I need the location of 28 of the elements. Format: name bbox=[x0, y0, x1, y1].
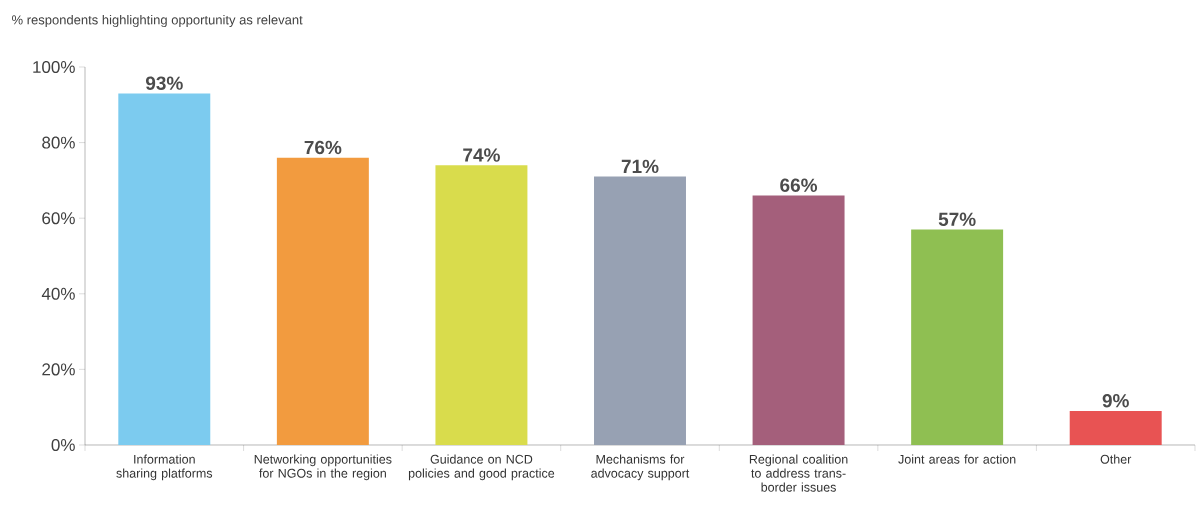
data-label: 9% bbox=[1102, 393, 1129, 408]
y-tick-label: 100% bbox=[33, 60, 75, 74]
data-label: 93% bbox=[145, 76, 183, 90]
y-tick-label: 80% bbox=[42, 136, 75, 149]
bar bbox=[752, 195, 845, 445]
data-label: 57% bbox=[938, 212, 976, 226]
bar bbox=[1069, 410, 1162, 445]
y-tick-label: 0% bbox=[51, 438, 75, 452]
x-tick-label: Mechanisms for advocacy support bbox=[591, 454, 690, 481]
x-tick-label: Guidance on NCD policies and good practice bbox=[408, 454, 555, 481]
x-tick-label: Joint areas for action bbox=[898, 454, 1016, 464]
x-tick-label: Information sharing platforms bbox=[116, 454, 213, 481]
bar bbox=[911, 229, 1004, 445]
bar bbox=[435, 165, 528, 445]
data-label: 74% bbox=[463, 148, 500, 162]
y-tick-label: 40% bbox=[41, 287, 75, 300]
bar bbox=[594, 176, 686, 445]
x-tick-label: Regional coalition to address trans-border issues bbox=[749, 454, 848, 492]
data-label: 66% bbox=[780, 178, 818, 192]
y-tick-label: 60% bbox=[42, 212, 75, 225]
x-tick-label: Networking opportunities for NGOs in the region bbox=[254, 454, 392, 481]
bar bbox=[118, 93, 211, 445]
data-label: 76% bbox=[304, 140, 342, 155]
bar bbox=[276, 157, 369, 445]
y-axis-title: % respondents highlighting opportunity as relevant bbox=[12, 14, 303, 28]
y-tick-label: 20% bbox=[42, 363, 75, 376]
data-label: 71% bbox=[621, 159, 659, 174]
x-tick-label: Other bbox=[1100, 454, 1132, 464]
